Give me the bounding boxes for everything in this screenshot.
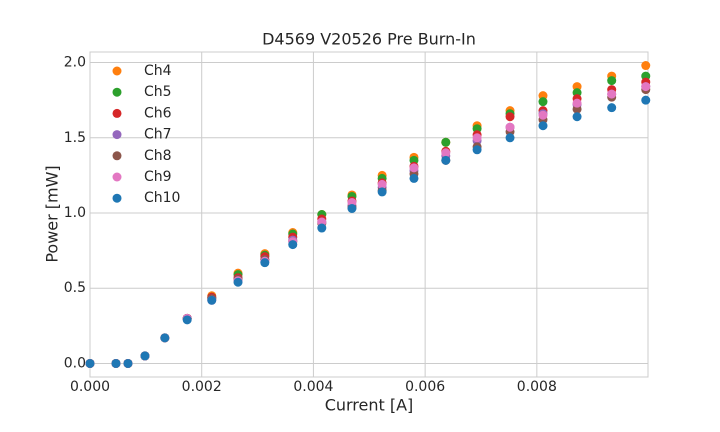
legend-marker [112, 108, 122, 118]
data-point [111, 358, 121, 368]
plot-frame [89, 51, 649, 378]
y-tick-label: 0.5 [64, 280, 86, 296]
data-point [472, 145, 482, 155]
data-point [538, 121, 548, 131]
y-tick-label: 1.0 [64, 205, 86, 221]
data-point [538, 110, 548, 120]
data-point [641, 61, 651, 71]
data-point [123, 358, 133, 368]
data-point [260, 258, 270, 268]
data-point [572, 112, 582, 122]
y-tick-label: 2.0 [64, 55, 86, 71]
data-point [538, 97, 548, 107]
data-point [607, 89, 617, 99]
legend-marker [112, 66, 122, 76]
data-point [641, 82, 651, 92]
x-tick-label: 0.004 [293, 379, 333, 395]
x-axis-label: Current [A] [325, 396, 414, 415]
data-point [505, 112, 515, 122]
data-point [233, 277, 243, 287]
data-point [377, 187, 387, 197]
data-point [441, 137, 451, 147]
data-point [182, 315, 192, 325]
legend-label: Ch7 [144, 127, 172, 143]
legend-label: Ch6 [144, 105, 172, 121]
legend-label: Ch4 [144, 63, 172, 79]
data-point [607, 103, 617, 113]
x-tick-label: 0.008 [517, 379, 557, 395]
legend-marker [112, 151, 122, 161]
legend-label: Ch8 [144, 148, 172, 164]
legend-marker [112, 130, 122, 140]
data-point [441, 148, 451, 158]
y-tick-label: 0.0 [64, 355, 86, 371]
data-point [505, 133, 515, 143]
data-point [409, 163, 419, 173]
data-point [641, 95, 651, 105]
data-point [140, 351, 150, 361]
x-tick-label: 0.006 [405, 379, 445, 395]
data-point [409, 173, 419, 183]
data-point [317, 223, 327, 233]
legend-marker [112, 193, 122, 203]
y-tick-label: 1.5 [64, 130, 86, 146]
data-point [85, 358, 95, 368]
data-point [572, 98, 582, 108]
legend-label: Ch5 [144, 84, 172, 100]
data-point [607, 76, 617, 86]
data-point [207, 295, 217, 305]
y-axis-label: Power [mW] [43, 165, 62, 262]
legend-marker [112, 87, 122, 97]
chart-title: D4569 V20526 Pre Burn-In [262, 30, 476, 49]
x-tick-label: 0.002 [182, 379, 222, 395]
data-point [160, 333, 170, 343]
data-point [377, 179, 387, 189]
legend-label: Ch10 [144, 190, 180, 206]
data-point [505, 122, 515, 132]
data-point [347, 203, 357, 213]
x-tick-label: 0.000 [70, 379, 110, 395]
legend-marker [112, 172, 122, 182]
legend-label: Ch9 [144, 169, 172, 185]
data-point [288, 240, 298, 250]
data-point [441, 155, 451, 165]
data-point [472, 133, 482, 143]
